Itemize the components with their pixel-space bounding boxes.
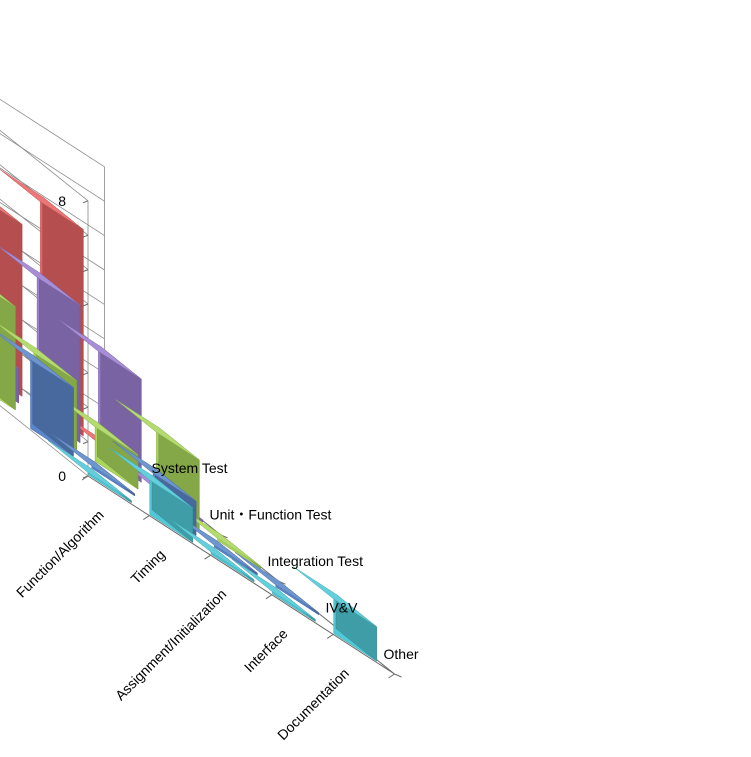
category-label: Function/Algorithm: [13, 507, 107, 601]
z-tick: [82, 234, 89, 238]
gridline: [0, 202, 105, 305]
bar: [292, 566, 377, 662]
z-tick-label: 0: [58, 468, 66, 484]
gridline: [0, 167, 105, 270]
bar: [0, 333, 74, 457]
z-tick-label: 8: [58, 193, 66, 209]
bar: [0, 294, 16, 411]
z-tick: [82, 303, 89, 307]
bar: [47, 440, 132, 504]
series-axis-labels: Other IV&V Integration Test Unit・Function T…: [152, 460, 419, 662]
series-label: Other: [384, 646, 419, 662]
bar: [234, 552, 319, 616]
series-label: Integration Test: [268, 553, 364, 569]
category-tick: [388, 673, 395, 679]
bar: [231, 558, 316, 623]
category-label: Timing: [127, 546, 168, 587]
category-label: Documentation: [274, 665, 352, 743]
bar: [51, 433, 135, 497]
category-tick: [326, 633, 334, 639]
category-axis-labels: Function/Algorithm TimingAssignment/Initi…: [13, 507, 352, 743]
series-label: Unit・Function Test: [210, 507, 332, 523]
category-axis-line: [87, 475, 395, 675]
category-tick: [143, 515, 150, 521]
category-label: Interface: [241, 625, 291, 675]
bar: [173, 512, 258, 576]
gridline: [0, 133, 105, 236]
series-label: IV&V: [326, 599, 359, 615]
bar: [54, 394, 139, 490]
z-tick: [82, 406, 89, 410]
z-tick: [82, 441, 89, 445]
gridline: [0, 98, 105, 202]
series-tick: [394, 673, 402, 678]
bar: [170, 519, 255, 583]
series-label: System Test: [152, 460, 228, 476]
z-tick: [82, 269, 89, 273]
category-tick: [265, 594, 273, 600]
category-label: Assignment/Initialization: [112, 586, 230, 704]
chart-bars: [0, 169, 377, 662]
z-tick: [82, 200, 89, 204]
z-tick: [82, 475, 89, 479]
category-tick: [204, 554, 211, 560]
z-tick: [82, 372, 89, 376]
bar: [176, 505, 261, 569]
